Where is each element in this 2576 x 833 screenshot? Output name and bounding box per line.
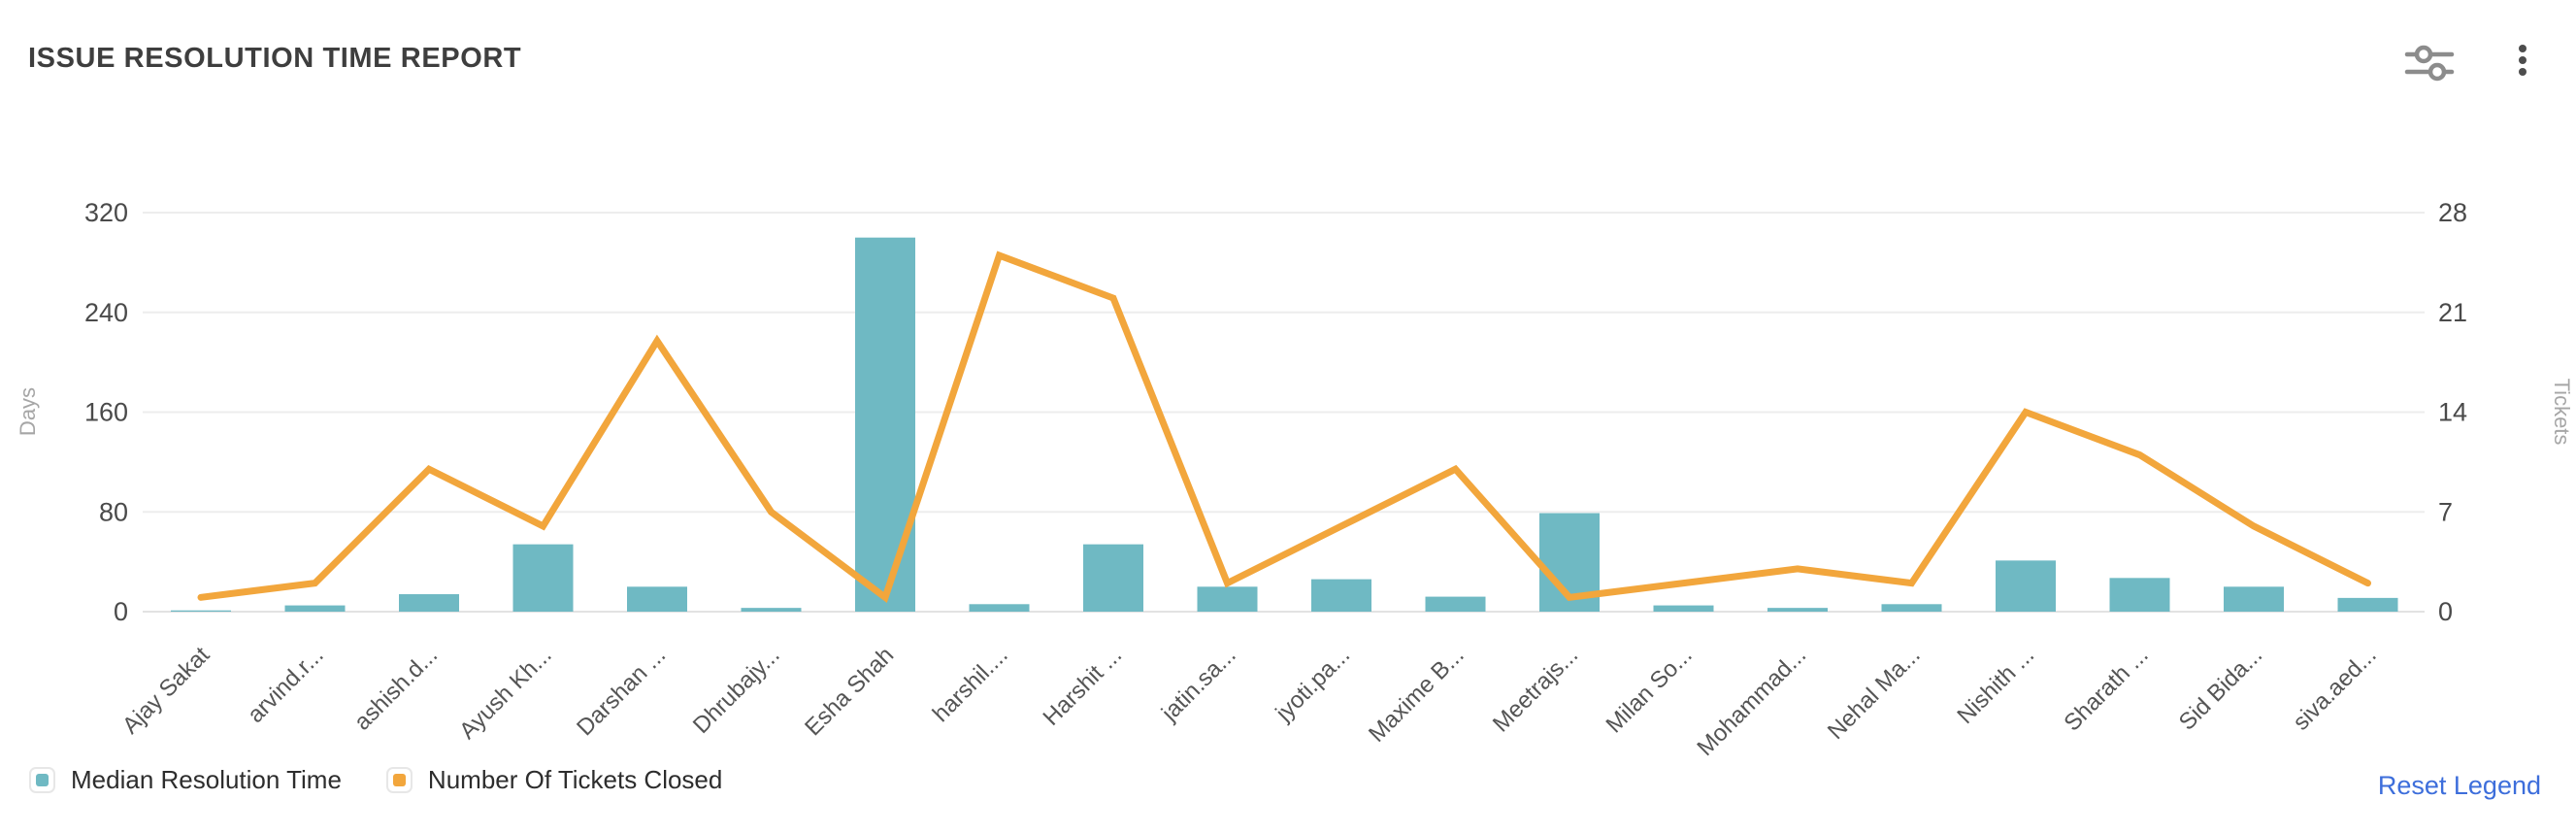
legend-item-median-resolution-time[interactable]: Median Resolution Time (29, 765, 342, 795)
y-right-tick-label: 7 (2438, 497, 2453, 526)
x-axis-label: Sid Bida... (2174, 642, 2267, 735)
y-right-tick-label: 21 (2438, 298, 2467, 327)
bar-Milan So...[interactable] (1653, 605, 1714, 612)
y-left-axis-title: Days (16, 387, 40, 436)
y-left-tick-label: 320 (84, 198, 128, 227)
y-left-tick-label: 240 (84, 298, 128, 327)
y-left-tick-label: 80 (99, 497, 128, 526)
legend-swatch-teal (29, 767, 55, 793)
x-axis-label: Meetrajs... (1488, 642, 1583, 737)
x-axis-label: ashish.d... (349, 642, 443, 735)
x-axis-label: Nehal Ma... (1823, 642, 1926, 745)
bar-Harshit ...[interactable] (1083, 544, 1143, 612)
bar-Sid Bida...[interactable] (2224, 586, 2284, 612)
kebab-menu-icon[interactable] (2510, 35, 2535, 85)
bar-ashish.d...[interactable] (399, 594, 459, 612)
filter-sliders-glyph (2404, 45, 2455, 82)
bar-harshil....[interactable] (969, 604, 1030, 612)
bar-Nishith ...[interactable] (1996, 560, 2056, 612)
bar-jyoti.pa...[interactable] (1311, 579, 1371, 612)
x-axis-label: Nishith ... (1952, 642, 2039, 729)
bar-Ayush Kh...[interactable] (512, 544, 574, 612)
line-series-tickets-closed[interactable] (197, 250, 2371, 604)
bar-Ajay Sakat[interactable] (171, 610, 231, 612)
bar-Nehal Ma...[interactable] (1881, 604, 1942, 612)
y-left-tick-label: 0 (114, 597, 128, 626)
kebab-menu-glyph (2519, 45, 2526, 76)
legend-label: Median Resolution Time (71, 765, 342, 794)
filter-sliders-icon[interactable] (2403, 43, 2456, 82)
x-axis-label: jatin.sa... (1156, 642, 1241, 727)
reset-legend-link[interactable]: Reset Legend (2377, 771, 2541, 800)
y-right-tick-label: 0 (2438, 597, 2453, 626)
y-right-tick-label: 28 (2438, 198, 2467, 227)
bar-Maxime B...[interactable] (1425, 596, 1486, 612)
y-right-tick-label: 14 (2438, 398, 2467, 427)
bar-arvind.r...[interactable] (284, 605, 346, 612)
bar-siva.aed...[interactable] (2337, 597, 2398, 612)
bar-jatin.sa...[interactable] (1197, 586, 1258, 612)
x-axis-label: Ayush Kh... (454, 642, 557, 745)
x-axis-label: harshil.... (928, 642, 1013, 727)
x-axis-label: Esha Shah (800, 642, 899, 741)
x-axis-label: Maxime B... (1364, 642, 1470, 748)
x-axis-label: Darshan ... (572, 642, 671, 741)
x-axis-label: Harshit ... (1039, 642, 1128, 731)
bar-Sharath ...[interactable] (2109, 578, 2170, 612)
y-right-axis-title: Tickets (2550, 379, 2574, 446)
x-axis-label: Dhrubajy... (688, 642, 785, 739)
page-title: ISSUE RESOLUTION TIME REPORT (28, 43, 522, 74)
legend-swatch-orange (385, 767, 413, 793)
x-axis-label: jyoti.pa... (1271, 642, 1356, 727)
bar-Dhrubajy...[interactable] (741, 608, 802, 612)
issue-resolution-chart: 0 0 80 7 160 14 240 21 320 28 Days Tickets Ajay Saka… (16, 198, 2574, 757)
bar-Esha Shah[interactable] (855, 237, 915, 612)
legend-item-number-of-tickets-closed[interactable]: Number Of Tickets Closed (385, 765, 723, 795)
y-left-tick-label: 160 (84, 398, 128, 427)
legend-swatch-teal-fill (36, 774, 49, 786)
bar-Mohammad...[interactable] (1767, 608, 1828, 612)
x-axis-label: Milan So... (1601, 642, 1697, 738)
x-axis-label: siva.aed... (2288, 642, 2381, 735)
chart-legend: Median Resolution Time Number Of Tickets… (29, 765, 722, 795)
bar-Darshan ...[interactable] (627, 586, 687, 612)
x-axis-label: arvind.r... (243, 642, 329, 728)
legend-swatch-orange-fill (392, 774, 406, 786)
x-axis-label: Sharath ... (2059, 642, 2153, 736)
x-axis-label: Mohammad... (1692, 642, 1811, 757)
legend-label: Number Of Tickets Closed (427, 765, 723, 794)
x-axis-label: Ajay Sakat (117, 642, 215, 739)
